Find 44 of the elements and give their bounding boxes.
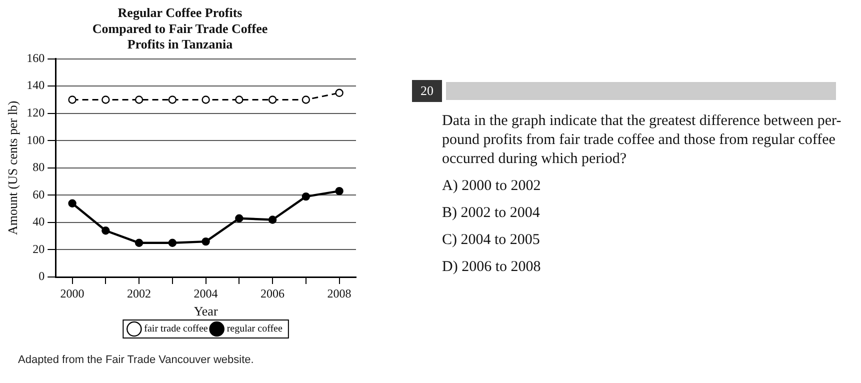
- text: Adapted from the Fair Trade Vancouver website.: [18, 354, 254, 366]
- y-tick-label: 140: [26, 78, 45, 92]
- point: [68, 199, 76, 208]
- y-tick-label: 20: [32, 242, 45, 256]
- text: 20: [412, 80, 442, 102]
- point: [68, 96, 76, 104]
- point: [302, 192, 310, 201]
- y-axis-title: Amount (US cents per lb): [5, 100, 20, 236]
- point: [134, 96, 144, 104]
- chart-title: Regular Coffee Profits Compared to Fair Trade Coffee Profits in Tanzania: [92, 5, 268, 52]
- x-tick-label: 2002: [127, 286, 152, 300]
- x-axis-title: Year: [194, 304, 218, 319]
- y-tick-label: 40: [32, 214, 45, 229]
- point: [202, 237, 210, 246]
- point: [335, 88, 344, 97]
- x-tick-label: 2006: [260, 286, 285, 300]
- point: [235, 96, 244, 104]
- x-tick-label: 2008: [327, 286, 352, 300]
- y-tick-label: 120: [26, 106, 45, 120]
- text: B) 2002 to 2004: [442, 204, 541, 223]
- point: [202, 96, 210, 104]
- y-tick-label: 0: [38, 269, 45, 284]
- legend-label: fair trade coffee: [144, 324, 208, 335]
- y-tick-label: 60: [32, 187, 45, 202]
- point: [335, 186, 344, 196]
- y-tick-label: 100: [26, 132, 45, 147]
- y-tick-label: 160: [26, 50, 45, 65]
- point: [168, 238, 177, 248]
- point: [302, 96, 310, 104]
- point: [235, 214, 244, 222]
- text: A) 2000 to 2002: [442, 177, 542, 196]
- x-tick-label: 2004: [194, 286, 218, 300]
- y-tick-label: 80: [32, 160, 45, 174]
- text: C) 2004 to 2005: [442, 231, 541, 250]
- point: [134, 238, 144, 248]
- point: [102, 96, 110, 104]
- text: D) 2006 to 2008: [442, 258, 542, 277]
- point: [268, 216, 277, 224]
- legend-label: regular coffee: [226, 324, 283, 335]
- point: [168, 96, 177, 104]
- x-tick-label: 2000: [60, 286, 84, 300]
- point: [102, 226, 110, 235]
- point: [268, 96, 277, 104]
- text: Data in the graph indicate that the greatest difference between per-pound profits from fair trade coffee and those from regular coffee occurred during which period?: [442, 112, 842, 169]
